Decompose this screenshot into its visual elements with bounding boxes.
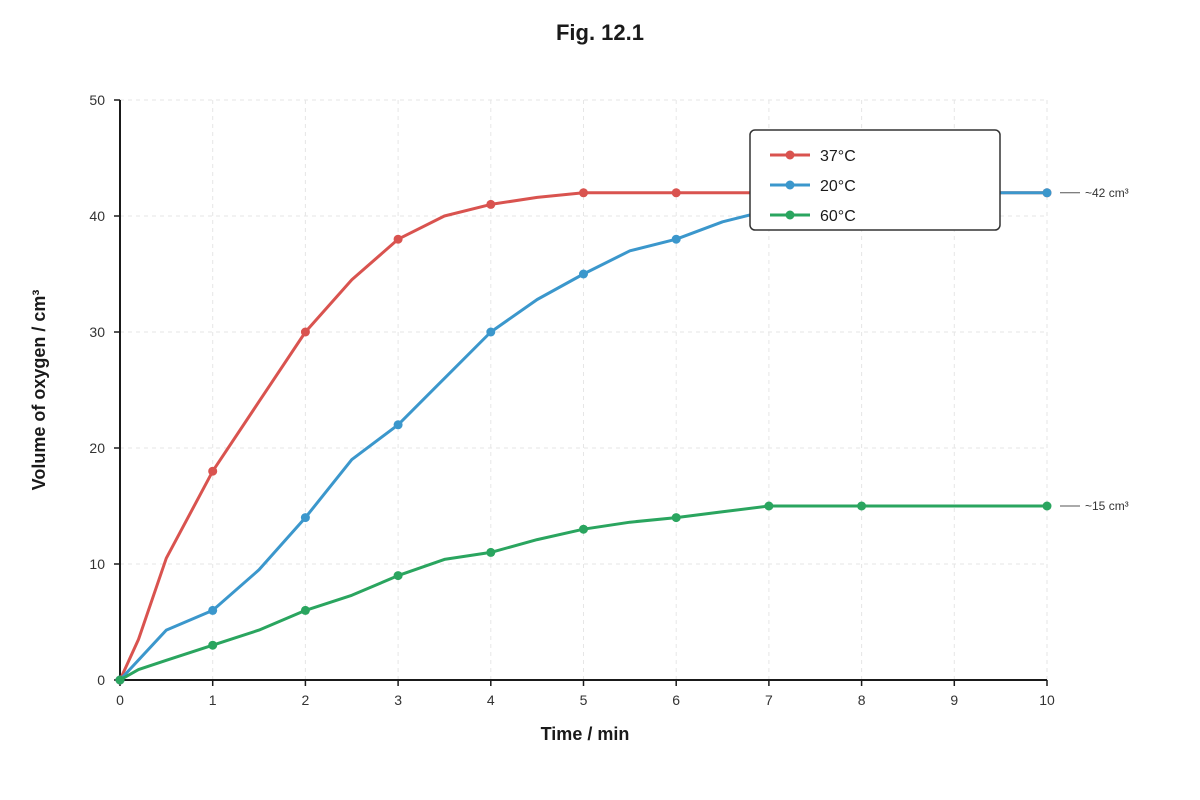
data-point	[486, 327, 496, 337]
annotations: ~42 cm³ ~15 cm³	[1060, 186, 1129, 513]
data-point	[300, 327, 310, 337]
data-point	[671, 188, 681, 198]
legend-label-2: 60°C	[820, 208, 856, 225]
data-point	[393, 234, 403, 244]
annotation-label: ~42 cm³	[1085, 186, 1129, 200]
data-point	[1042, 188, 1052, 198]
x-tick-label: 0	[116, 692, 124, 708]
x-tick-label: 4	[487, 692, 495, 708]
y-tick-label: 20	[89, 440, 105, 456]
data-point	[1042, 501, 1052, 511]
data-point	[208, 605, 218, 615]
annotation-label: ~15 cm³	[1085, 499, 1129, 513]
x-tick-label: 10	[1039, 692, 1055, 708]
legend-label-0: 37°C	[820, 148, 856, 165]
data-point	[300, 605, 310, 615]
data-point	[857, 501, 867, 511]
data-point	[393, 571, 403, 581]
data-point	[486, 199, 496, 209]
data-point	[579, 269, 588, 279]
data-point	[579, 524, 588, 534]
y-tick-label: 40	[89, 208, 105, 224]
data-point	[486, 547, 496, 557]
x-tick-label: 7	[765, 692, 773, 708]
data-point	[115, 675, 125, 685]
data-point	[764, 501, 774, 511]
data-point	[208, 466, 218, 476]
data-point	[393, 420, 403, 430]
x-tick-label: 3	[394, 692, 402, 708]
legend-marker-0	[785, 150, 795, 160]
x-tick-label: 5	[580, 692, 588, 708]
legend-box	[749, 129, 1001, 231]
tick-labels: 0 1 2 3 4 5 6 7 8 9 10 0 10 20 30 40 50	[89, 92, 1055, 708]
x-tick-label: 8	[858, 692, 866, 708]
data-point	[208, 640, 218, 650]
y-axis-label: Volume of oxygen / cm³	[29, 290, 49, 491]
x-tick-label: 9	[950, 692, 958, 708]
data-point	[579, 188, 588, 198]
legend-marker-1	[785, 180, 795, 190]
axes	[114, 99, 1048, 686]
y-tick-label: 30	[89, 324, 105, 340]
data-point	[300, 513, 310, 523]
chart-title: Fig. 12.1	[556, 20, 644, 45]
legend-label-1: 20°C	[820, 178, 856, 195]
x-tick-label: 2	[302, 692, 310, 708]
x-tick-label: 1	[209, 692, 217, 708]
x-axis-label: Time / min	[541, 724, 630, 744]
y-tick-label: 0	[97, 672, 105, 688]
data-point	[671, 513, 681, 523]
legend: 37°C 20°C 60°C	[749, 129, 1001, 231]
y-tick-label: 10	[89, 556, 105, 572]
y-tick-label: 50	[89, 92, 105, 108]
x-tick-label: 6	[672, 692, 680, 708]
legend-marker-2	[785, 210, 795, 220]
data-point	[671, 234, 681, 244]
